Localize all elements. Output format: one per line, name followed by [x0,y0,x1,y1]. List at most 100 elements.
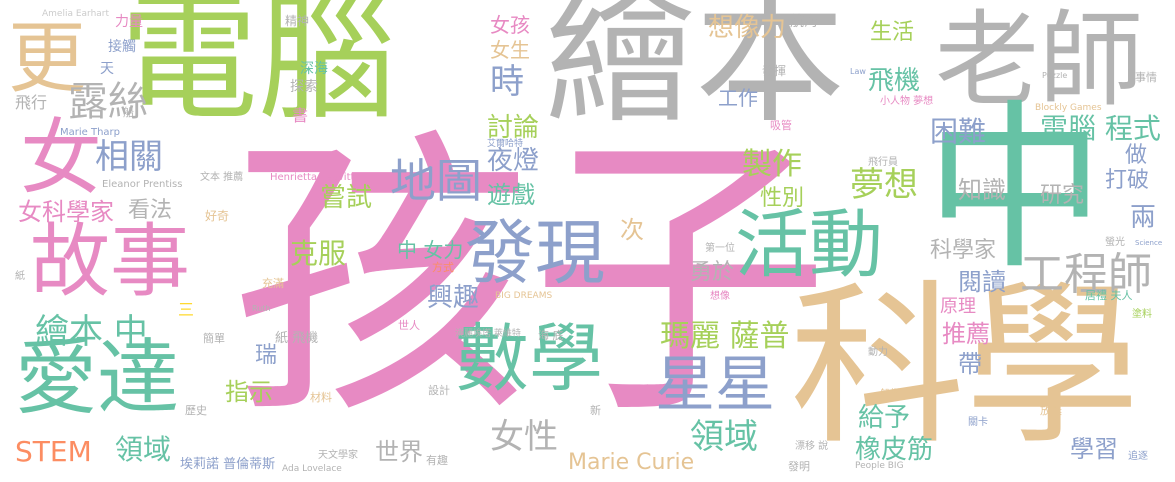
word-amelia: Amelia Earhart [42,9,110,19]
word-people-big: People BIG [855,461,904,471]
word-shijie: 世界 [375,438,423,466]
word-nu: 女 [20,111,103,206]
word-xiangxiang: 想像 [710,291,730,302]
word-guanka: 關卡 [968,417,988,428]
word-ci: 次 [620,216,644,244]
word-kexue: 科學 [790,266,1140,469]
word-kunnan: 困難 [930,115,987,148]
word-ditu: 地圖 [390,154,482,208]
word-zhi: 紙 [15,271,25,282]
word-gongchengshi: 工程師 [1020,249,1152,300]
word-dapo: 打破 [1105,168,1150,193]
word-yongyu: 勇於 [690,260,735,285]
word-zhizuo: 製作 [742,147,802,182]
word-changshi: 嘗試 [320,183,373,213]
word-shenghuo: 生活 [870,20,915,45]
word-stem: STEM [15,435,92,468]
word-gongzuo: 工作 [718,86,758,110]
word-henrietta: Henrietta Leavitt [270,172,355,183]
word-xiangxiangli: 想像力 [708,13,787,43]
word-haoqi: 好奇 [205,209,230,223]
word-shi: 時 [490,62,524,102]
word-faming: 發明 [788,460,810,473]
word-dongli: 動力 [868,347,888,358]
word-big-dreams: BIG DREAMS [495,291,553,301]
word-mali-sapu: 瑪麗 薩普 [660,319,790,354]
word-zuo: 做 [1125,143,1148,168]
word-yuedu: 閱讀 [958,268,1006,296]
word-lusi: 露絲 [68,79,148,125]
word-lingyu2: 領域 [690,417,758,457]
word-eleanor: Eleanor Prentiss [102,179,183,190]
word-blockly: Blockly Games [1035,103,1102,113]
word-sheji: 設計 [428,384,450,397]
word-diannao: 電腦 [120,0,397,139]
word-liliang: 力量 [115,14,143,30]
word-kefu: 克服 [290,237,347,270]
word-xuexi: 學習 [1070,435,1118,463]
word-xin: 新 [590,404,601,417]
word-zhong-nvli: 中 女力 [397,238,464,262]
word-nvkexuejia: 女科學家 [18,198,114,226]
word-marie-tharp: Marie Tharp [60,127,121,138]
word-tuse: 塗料 [1132,309,1152,320]
word-diyiwei: 第一位 [705,243,735,254]
word-aida: 愛達 [15,331,180,426]
word-piaoyi: 漂移 說 [795,441,829,452]
word-hanli: 漢麗埃塔 萊維特 [455,329,521,339]
word-youqu: 有趣 [426,454,448,467]
word-nvsheng: 女生 [490,38,530,62]
word-dai: 帶 [958,350,982,378]
word-san: 三 [178,300,195,319]
word-jiandan: 簡單 [203,332,225,345]
word-geiyu: 給予 [858,403,911,433]
word-xiangpijin: 橡皮筋 [855,435,934,465]
word-science: Science [1135,239,1163,247]
word-chongman: 充滿 [262,277,284,290]
word-diannao-chengshi: 電腦 程式 [1040,112,1161,145]
word-mengxiang: 夢想 [850,165,918,205]
word-marie-curie: Marie Curie [568,450,695,475]
word-gushi: 故事 [30,215,190,308]
word-xingqu: 興趣 [427,283,480,313]
word-shenhai: 深海 [300,61,328,77]
word-zhishi2: 指示 [225,378,273,406]
word-yedeng: 夜燈 [487,146,540,176]
word-xiguan: 吸管 [770,119,792,132]
word-shiren: 世人 [398,319,420,332]
word-liang: 兩 [1130,203,1157,233]
word-hanghai: 航海 [790,14,818,30]
word-zhishi: 知識 [958,176,1006,204]
word-kexuejia: 科學家 [930,238,997,263]
word-youxi: 遊戲 [487,181,535,209]
word-lishi: 歷史 [185,404,207,417]
word-feixingyuan: 飛行員 [868,157,898,168]
word-tian: 天 [100,61,114,77]
word-geng: 更 [8,14,87,104]
word-ailinuo: 埃莉諾 普倫蒂斯 [180,457,276,472]
word-haidi: 海 底 [538,329,564,342]
word-xingxing: 星星 [655,350,775,420]
word-yuanli: 原理 [940,296,976,317]
word-xiangguan: 相關 [95,137,163,177]
word-cailiao: 材料 [310,391,332,404]
word-shu: 書 [292,106,309,125]
word-chuan: 船 [123,106,134,119]
word-laoshi: 老師 [935,0,1144,121]
word-aierhate: 艾爾哈特 [487,139,524,149]
word-rui: 瑞 [255,343,278,368]
word-fahui: 發揮 [762,64,787,78]
word-yanjiu: 研究 [1040,183,1085,208]
word-tansuo: 探索 [290,79,318,95]
word-wenben: 文本 推薦 [200,172,244,183]
word-xingbie: 性別 [760,186,805,211]
word-shiqing: 事情 [1135,71,1157,84]
word-juli-furen: 居禮 夫人 [1085,289,1133,302]
word-fangqi: 放棄 [1040,404,1062,417]
word-zhi-feiji: 紙 飛機 [275,331,319,346]
word-faxian: 發現 [465,212,605,294]
word-zhong: 中 [925,85,1106,294]
word-puzzle: Puzzle [1042,71,1068,80]
word-taolun: 討論 [487,113,540,143]
